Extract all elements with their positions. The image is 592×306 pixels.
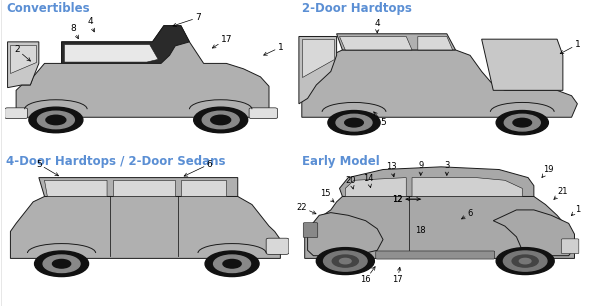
Text: 2-Door Hardtops: 2-Door Hardtops (302, 2, 412, 14)
Text: 6: 6 (184, 160, 212, 176)
Circle shape (29, 107, 83, 133)
Polygon shape (112, 180, 175, 196)
Circle shape (223, 259, 241, 268)
Text: 15: 15 (320, 189, 334, 202)
Circle shape (194, 107, 247, 133)
Polygon shape (302, 39, 334, 77)
Polygon shape (418, 36, 453, 50)
FancyBboxPatch shape (5, 108, 27, 119)
Text: 13: 13 (387, 162, 397, 177)
Text: METADC: METADC (96, 64, 200, 101)
Text: 1: 1 (263, 43, 283, 55)
Text: 9: 9 (418, 161, 423, 175)
Text: 16: 16 (361, 267, 375, 285)
Text: 12: 12 (392, 195, 421, 204)
FancyBboxPatch shape (266, 238, 289, 254)
Circle shape (34, 251, 89, 277)
Polygon shape (62, 26, 189, 63)
Text: 7: 7 (173, 13, 201, 26)
Circle shape (202, 111, 239, 129)
Circle shape (53, 259, 70, 268)
Polygon shape (299, 36, 337, 104)
Text: 4: 4 (374, 18, 380, 33)
Circle shape (496, 110, 548, 135)
Circle shape (324, 251, 367, 271)
Circle shape (46, 115, 66, 125)
FancyBboxPatch shape (376, 251, 495, 259)
Circle shape (339, 258, 351, 264)
Text: 21: 21 (554, 187, 568, 200)
Polygon shape (44, 180, 107, 196)
Polygon shape (493, 210, 574, 256)
FancyBboxPatch shape (249, 108, 278, 119)
Circle shape (37, 111, 75, 129)
Polygon shape (482, 39, 563, 90)
Text: 20: 20 (346, 176, 356, 189)
Polygon shape (340, 167, 534, 196)
FancyBboxPatch shape (561, 239, 579, 254)
Polygon shape (412, 177, 522, 196)
Polygon shape (308, 213, 383, 256)
Polygon shape (345, 177, 406, 196)
Text: 19: 19 (542, 165, 554, 177)
Text: 8: 8 (70, 24, 78, 39)
Text: 12: 12 (392, 195, 420, 204)
Circle shape (513, 118, 532, 127)
Text: 5: 5 (57, 113, 65, 127)
Polygon shape (39, 177, 238, 196)
Text: Early Model: Early Model (302, 155, 379, 167)
Polygon shape (11, 196, 281, 258)
Polygon shape (181, 180, 226, 196)
Circle shape (503, 251, 547, 271)
Text: METADC: METADC (96, 217, 200, 254)
Text: 2: 2 (15, 45, 30, 61)
Text: 18: 18 (416, 226, 426, 235)
Polygon shape (16, 26, 269, 117)
Text: 5: 5 (374, 112, 386, 127)
Text: 5: 5 (36, 160, 59, 176)
Text: METADC: METADC (392, 217, 496, 254)
Polygon shape (302, 50, 577, 117)
Polygon shape (11, 45, 36, 73)
Text: 22: 22 (297, 203, 316, 214)
Circle shape (496, 248, 554, 274)
Text: 4-Door Hardtops / 2-Door Sedans: 4-Door Hardtops / 2-Door Sedans (6, 155, 226, 167)
Circle shape (328, 110, 380, 135)
Circle shape (214, 255, 250, 273)
Circle shape (332, 255, 358, 267)
Circle shape (205, 251, 259, 277)
Circle shape (336, 114, 372, 131)
Text: 1: 1 (560, 40, 580, 54)
Circle shape (519, 258, 531, 264)
Text: 4: 4 (87, 17, 95, 32)
Circle shape (211, 115, 231, 125)
Text: 17: 17 (213, 35, 232, 48)
Text: 14: 14 (363, 174, 374, 188)
Text: 6: 6 (462, 209, 473, 219)
Circle shape (43, 255, 80, 273)
Text: Convertibles: Convertibles (6, 2, 89, 14)
Text: 17: 17 (392, 267, 403, 285)
Text: 1: 1 (571, 205, 580, 215)
Polygon shape (340, 36, 412, 50)
Circle shape (316, 248, 374, 274)
Circle shape (512, 255, 538, 267)
Text: 3: 3 (444, 161, 449, 175)
Polygon shape (65, 45, 158, 62)
Circle shape (345, 118, 363, 127)
FancyBboxPatch shape (303, 223, 318, 237)
Polygon shape (337, 34, 456, 50)
Polygon shape (8, 42, 39, 88)
Text: METADC: METADC (392, 64, 496, 101)
Polygon shape (305, 196, 574, 258)
Circle shape (504, 114, 540, 131)
